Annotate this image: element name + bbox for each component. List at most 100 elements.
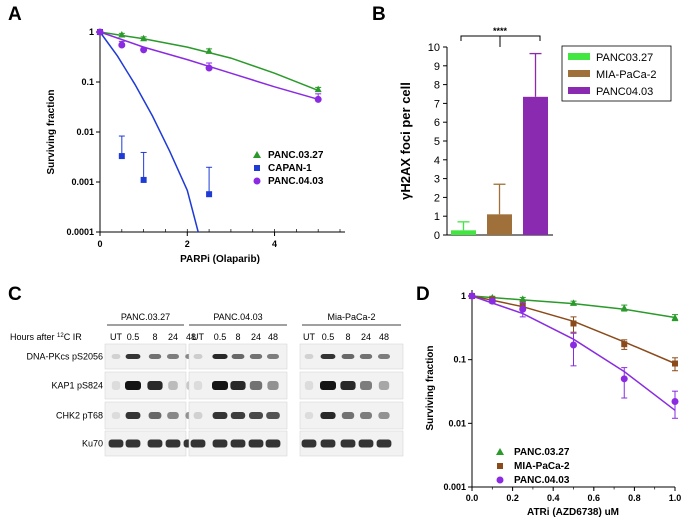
- b-legend-swatch-0: [568, 53, 590, 60]
- c-band: [358, 439, 374, 448]
- d-legend-label-2: PANC.04.03: [514, 475, 570, 486]
- d-xtick-label: 1.0: [669, 493, 682, 503]
- c-band: [193, 412, 203, 419]
- c-band: [231, 354, 245, 359]
- b-ytick-label: 0: [434, 230, 440, 242]
- d-legend-marker-0: [496, 448, 504, 455]
- d-point-1-3: [570, 320, 577, 327]
- b-ytick-label: 7: [434, 98, 440, 110]
- c-band: [230, 381, 246, 390]
- chart-b: 0 1 2 3 4 5 6 7 8 9 10 **** γH2AX foci per cell PA…: [398, 26, 672, 242]
- a-legend-label-2: PANC.04.03: [268, 176, 324, 187]
- a-legend-label-0: PANC.03.27: [268, 150, 324, 161]
- a-point-0-1: [118, 31, 126, 38]
- d-xtick-label: 0.4: [547, 493, 560, 503]
- c-band: [125, 412, 141, 419]
- a-ytick-label: 1: [89, 27, 94, 37]
- c-band: [212, 354, 228, 359]
- c-band: [167, 412, 179, 419]
- d-legend-label-1: MIA-PaCa-2: [514, 461, 570, 472]
- c-band: [320, 381, 336, 390]
- c-band: [301, 439, 317, 448]
- b-legend-swatch-2: [568, 87, 590, 94]
- c-band: [304, 381, 314, 390]
- c-band: [168, 381, 178, 390]
- a-ytick-label: 0.001: [71, 177, 94, 187]
- c-band: [193, 354, 203, 359]
- a-point-1-1: [118, 153, 125, 160]
- c-lane-label: 24: [361, 332, 371, 342]
- a-legend: PANC.03.27 CAPAN-1 PANC.04.03: [253, 150, 324, 187]
- c-band: [111, 381, 121, 390]
- d-ytick-label: 1: [461, 291, 466, 301]
- b-y-label: γH2AX foci per cell: [398, 82, 413, 200]
- c-band: [165, 439, 181, 448]
- a-legend-marker-1: [254, 165, 260, 171]
- c-band: [359, 354, 373, 359]
- c-band: [340, 381, 356, 390]
- c-hours-prefix: Hours after: [10, 332, 55, 342]
- c-band: [125, 354, 141, 359]
- c-lane-label: 0.5: [127, 332, 140, 342]
- c-row-label: Ku70: [82, 439, 103, 449]
- d-series: [468, 292, 679, 419]
- b-ytick-label: 3: [434, 174, 440, 186]
- d-x-label: ATRi (AZD6738) uM: [527, 507, 619, 518]
- a-ytick-label: 0.0001: [66, 227, 94, 237]
- c-band: [341, 412, 355, 419]
- b-ytick-label: 10: [428, 42, 440, 54]
- c-band: [148, 412, 162, 419]
- d-point-1-5: [672, 360, 678, 367]
- a-ytick-label: 0.01: [76, 127, 94, 137]
- d-xtick-label: 0.8: [628, 493, 641, 503]
- c-band: [148, 354, 162, 359]
- b-legend-swatch-1: [568, 70, 590, 77]
- a-xtick-label: 0: [97, 239, 102, 249]
- c-band: [320, 354, 336, 359]
- c-lane-label: 24: [168, 332, 178, 342]
- c-lane-label: UT: [110, 332, 122, 342]
- chart-d: 1 0.1 0.01 0.001 0.0 0.2 0.4 0.6 0.8 1.0 Survivi…: [425, 290, 681, 518]
- c-band: [304, 354, 314, 359]
- d-point-0-2: [519, 295, 527, 302]
- d-legend: PANC.03.27 MIA-PaCa-2 PANC.04.03: [496, 447, 570, 486]
- d-point-0-5: [671, 313, 679, 321]
- d-point-2-5: [671, 398, 679, 406]
- c-band: [265, 439, 281, 448]
- a-point-2-4: [314, 95, 322, 103]
- c-band: [320, 439, 336, 448]
- d-ytick-label: 0.001: [443, 482, 466, 492]
- c-lane-label: UT: [192, 332, 204, 342]
- d-x-ticks: 0.0 0.2 0.4 0.6 0.8 1.0: [466, 487, 682, 503]
- d-y-label: Surviving fraction: [425, 345, 436, 430]
- b-bar-0: [451, 230, 476, 235]
- d-xtick-label: 0.6: [588, 493, 601, 503]
- b-bars: [451, 52, 548, 235]
- d-legend-marker-2: [496, 476, 504, 484]
- blot-c: PANC.03.27 PANC.04.03 Mia-PaCa-2 Hours aft…: [10, 312, 404, 457]
- b-legend-label-2: PANC04.03: [596, 86, 653, 98]
- c-group-headers: PANC.03.27 PANC.04.03 Mia-PaCa-2: [107, 312, 401, 326]
- c-band: [230, 439, 246, 448]
- c-band: [147, 439, 163, 448]
- b-ytick-label: 1: [434, 211, 440, 223]
- c-band: [111, 354, 121, 359]
- panel-label-c: C: [8, 284, 22, 305]
- c-lane-label: UT: [303, 332, 315, 342]
- a-ytick-label: 0.1: [81, 77, 94, 87]
- c-group-label: PANC.03.27: [121, 312, 170, 322]
- d-point-0-4: [620, 304, 628, 311]
- a-y-label: Surviving fraction: [46, 89, 57, 174]
- c-band: [212, 439, 228, 448]
- d-point-0-3: [570, 299, 577, 306]
- c-band: [248, 439, 264, 448]
- a-point-2-3: [205, 64, 213, 72]
- c-lane-label: 8: [345, 332, 350, 342]
- b-ytick-label: 4: [434, 155, 440, 167]
- a-point-2-1: [118, 41, 126, 49]
- c-band: [340, 439, 356, 448]
- a-point-1-2: [140, 176, 147, 183]
- c-row-label: KAP1 pS824: [51, 381, 103, 391]
- a-series: [96, 28, 322, 233]
- b-bar-1: [487, 214, 512, 235]
